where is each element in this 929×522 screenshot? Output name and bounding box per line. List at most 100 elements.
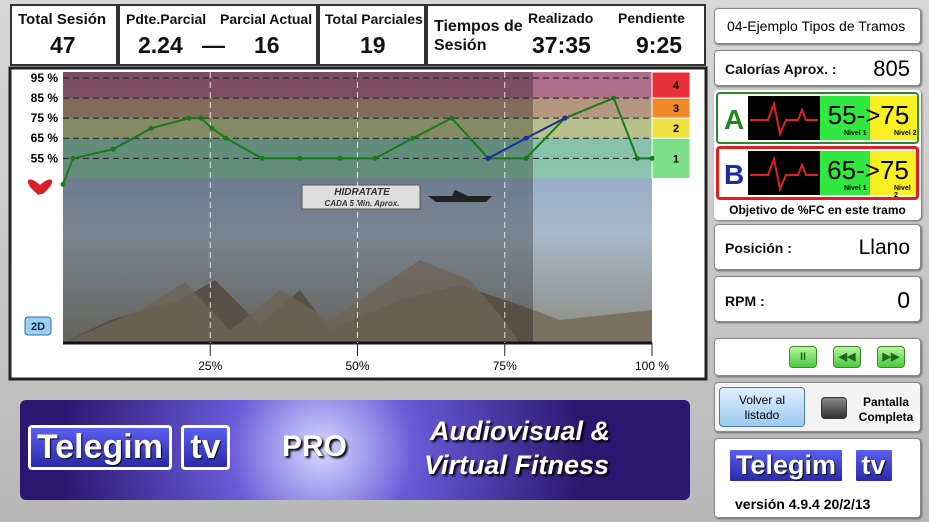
- point: [649, 155, 655, 161]
- zone-high: [870, 96, 917, 140]
- version: versión 4.9.4 20/2/13: [735, 496, 871, 512]
- range: 65->75: [827, 155, 909, 185]
- value: 2.24: [138, 32, 183, 58]
- button-label: Volver al listado: [738, 393, 786, 422]
- hydrate-sign: HIDRATATE CADA 5 Min. Aprox.: [301, 184, 492, 210]
- value: 16: [254, 32, 280, 58]
- range: 55->75: [827, 100, 910, 130]
- point: [186, 115, 192, 121]
- target-b: B 65->75 Nivel 1 Nivel 2: [716, 146, 919, 200]
- zone-key: [651, 97, 691, 119]
- point: [410, 135, 416, 141]
- label: Parcial Actual: [220, 11, 313, 27]
- button-label: Pantalla Completa: [858, 395, 914, 424]
- letter: B: [724, 159, 745, 190]
- logo-text: Telegim: [28, 425, 172, 470]
- tagline: Audiovisual &: [430, 416, 611, 446]
- total-sesion: Total Sesión 47: [10, 4, 118, 66]
- zone-low: [820, 151, 870, 195]
- label: RPM :: [725, 293, 765, 309]
- zone-label: 3: [673, 103, 679, 115]
- label: Total Sesión: [18, 11, 107, 28]
- logo: Telegim tv: [727, 447, 895, 484]
- point: [449, 115, 455, 121]
- point: [562, 115, 568, 121]
- mountains: [63, 260, 520, 343]
- controls: II ◀◀ ▶▶: [714, 338, 921, 376]
- logo-tv: tv: [852, 447, 895, 484]
- point: [259, 155, 265, 161]
- label: Realizado: [528, 10, 594, 26]
- value: 19: [360, 32, 386, 58]
- point: [485, 155, 491, 161]
- point: [611, 95, 617, 101]
- label: Posición :: [725, 240, 792, 256]
- ecg-icon: [748, 96, 820, 140]
- zone-key: [651, 71, 691, 99]
- y-tick-label: 65 %: [31, 131, 59, 145]
- pause-button[interactable]: II: [789, 346, 817, 368]
- zone-label: 2: [673, 123, 679, 135]
- zone-high: [870, 151, 916, 195]
- y-tick-label: 75 %: [31, 111, 59, 125]
- x-tick-label: 50%: [345, 359, 369, 373]
- point: [110, 146, 116, 152]
- rpm: RPM : 0: [714, 276, 921, 322]
- tiempos: Tiempos de Sesión Realizado 37:35 Pendie…: [426, 4, 706, 66]
- point: [372, 155, 378, 161]
- point: [223, 135, 229, 141]
- nivel: Nivel 2: [894, 185, 911, 199]
- point: [634, 155, 640, 161]
- ecg-icon: [748, 151, 820, 195]
- x-tick-label: 75%: [493, 359, 517, 373]
- point: [523, 135, 529, 141]
- separator: —: [202, 32, 225, 58]
- heart-icon: [26, 178, 54, 198]
- point: [70, 155, 76, 161]
- nivel: Nivel 1: [844, 130, 867, 137]
- nivel: Nivel 2: [894, 130, 917, 137]
- mode-button[interactable]: [24, 316, 52, 336]
- y-tick-label: 85 %: [31, 91, 59, 105]
- label: Tiempos de Sesión: [434, 18, 523, 54]
- banner: Telegim tv PRO Audiovisual & Virtual Fit…: [20, 400, 690, 500]
- actions: Volver al listado Pantalla Completa: [714, 382, 921, 432]
- label: Pdte.Parcial: [126, 11, 207, 27]
- text: 04-Ejemplo Tipos de Tramos: [727, 18, 906, 34]
- x-tick-label: 25%: [198, 359, 222, 373]
- rewind-button[interactable]: ◀◀: [833, 346, 861, 368]
- hydrate-text: HIDRATATE: [334, 187, 390, 198]
- volver-button[interactable]: Volver al listado: [719, 387, 805, 427]
- value: 9:25: [636, 32, 683, 58]
- series-line: [62, 96, 652, 185]
- value: 0: [897, 287, 910, 313]
- done-overlay: [63, 72, 533, 343]
- hydrate-sub: CADA 5 Min. Aprox.: [325, 199, 400, 208]
- session-name: 04-Ejemplo Tipos de Tramos: [714, 8, 921, 44]
- label: Pendiente: [618, 10, 685, 26]
- target-a: A 55->75 Nivel 1 Nivel 2: [716, 92, 919, 144]
- about: Telegim tv versión 4.9.4 20/2/13: [714, 438, 921, 518]
- fullscreen-button[interactable]: [821, 397, 847, 419]
- point: [60, 181, 66, 187]
- zone-label: 4: [673, 80, 680, 92]
- point: [523, 155, 529, 161]
- point: [337, 155, 343, 161]
- value: 47: [50, 32, 76, 58]
- zone-low: [820, 96, 870, 140]
- logo-tv: tv: [181, 425, 230, 470]
- tagline: Virtual Fitness: [424, 450, 610, 480]
- logo-text: Telegim: [727, 447, 846, 484]
- calorias: Calorías Aprox. : 805: [714, 50, 921, 86]
- objetivo: Objetivo de %FC en este tramo: [729, 203, 906, 217]
- value: 37:35: [532, 32, 591, 58]
- forward-button[interactable]: ▶▶: [877, 346, 905, 368]
- point: [198, 115, 204, 121]
- nivel: Nivel 1: [844, 185, 867, 192]
- banner-pro: PRO: [282, 430, 348, 463]
- posicion: Posición : Llano: [714, 224, 921, 270]
- zone-label: 1: [673, 153, 679, 165]
- x-tick-label: 100 %: [635, 359, 669, 373]
- zone-key: [651, 117, 691, 139]
